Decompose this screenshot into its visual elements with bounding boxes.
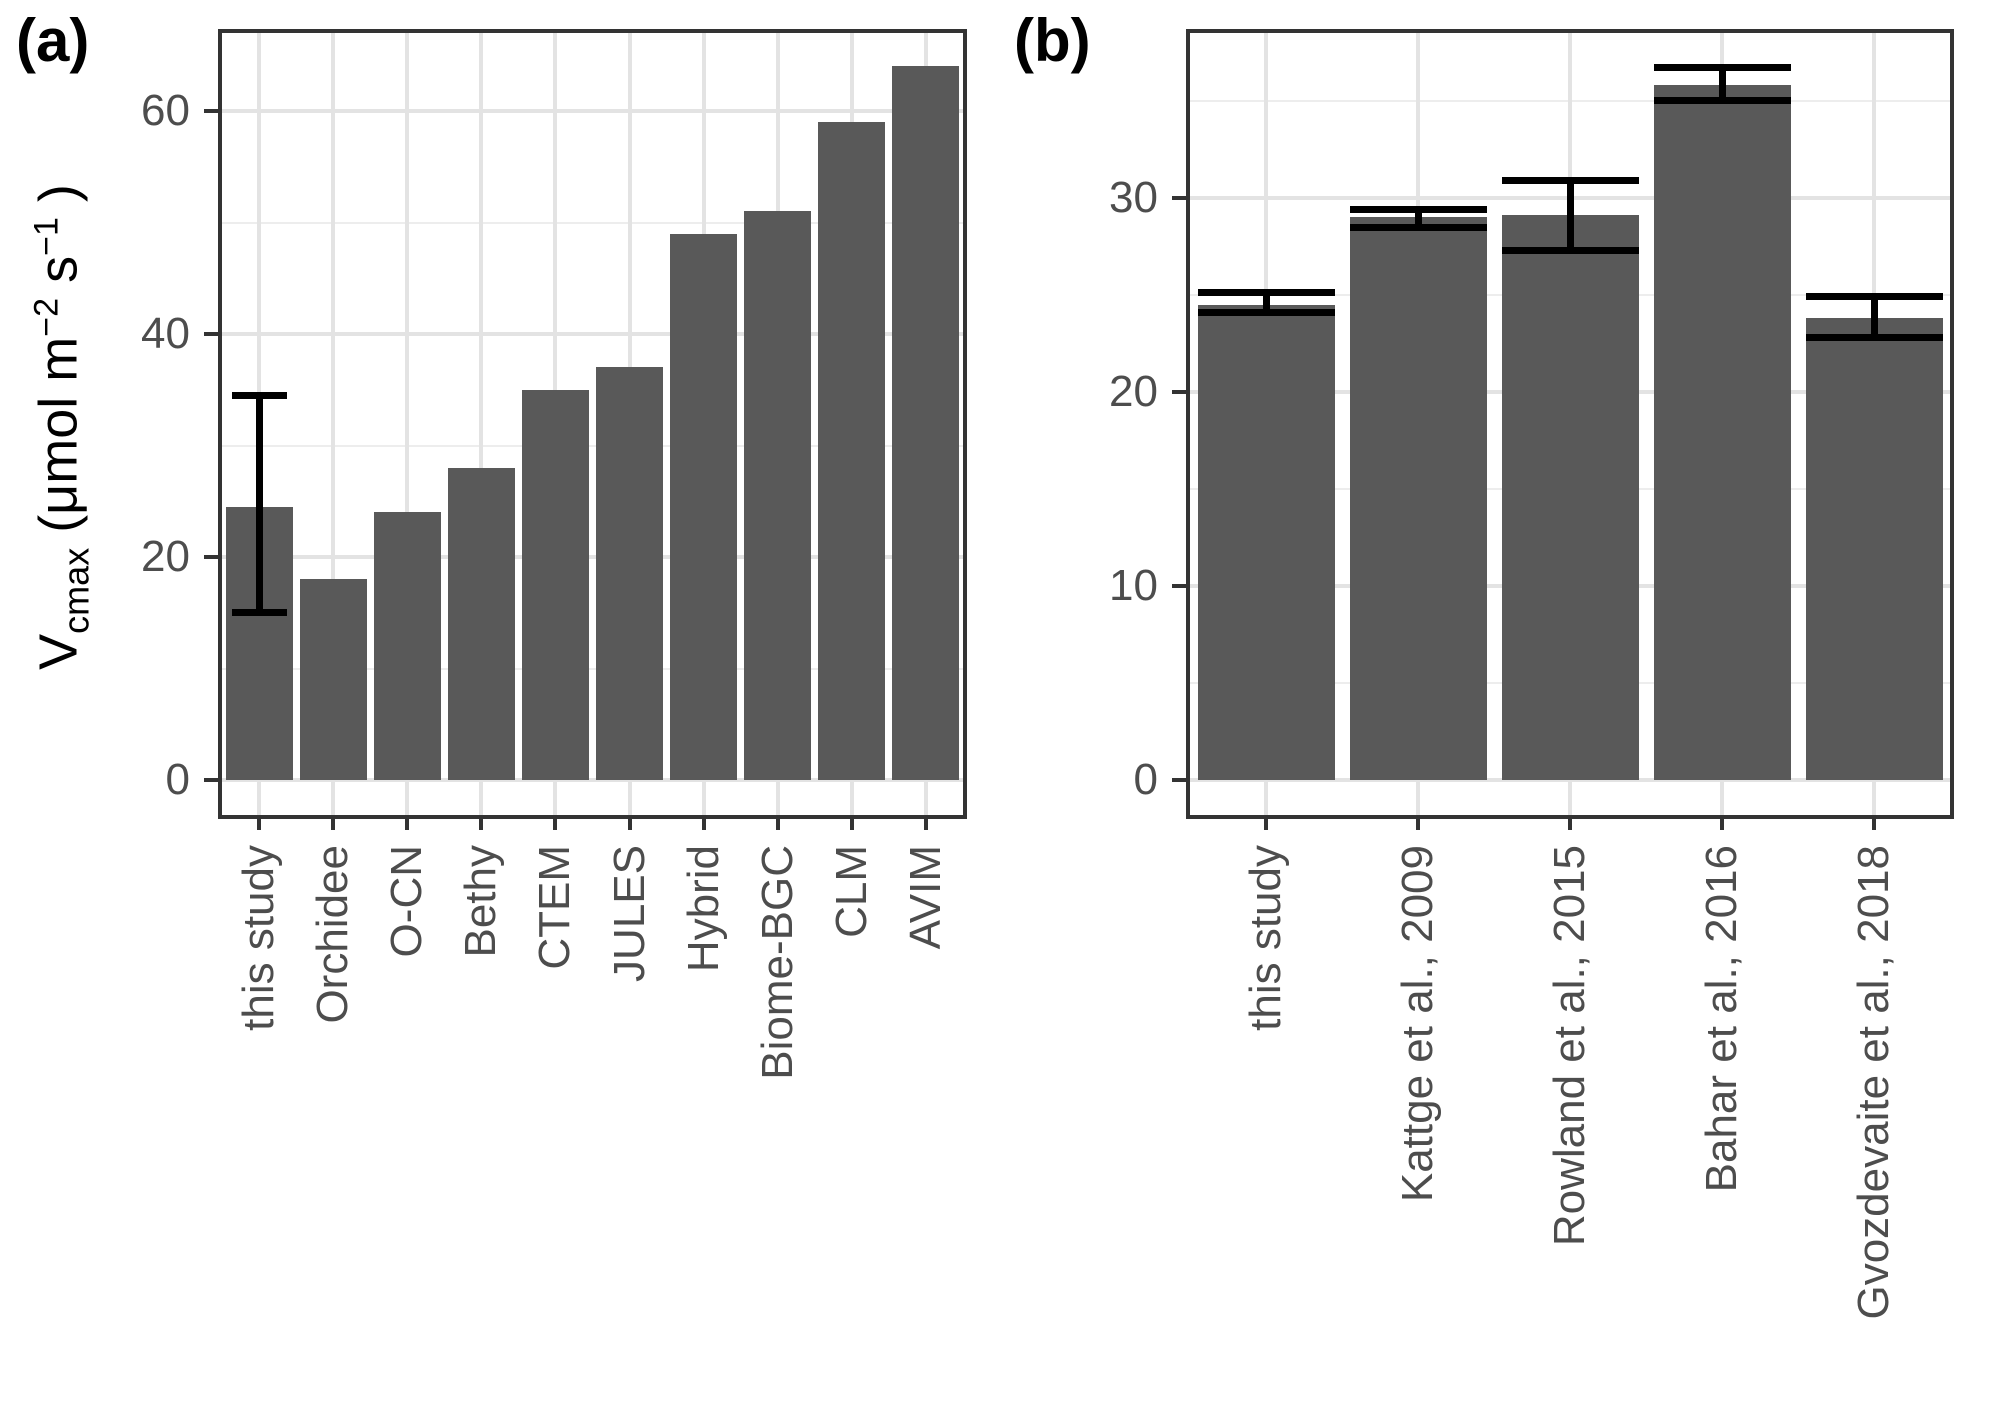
panel-a-plot-area: [218, 29, 967, 819]
x-tick-label-hybrid: Hybrid: [678, 845, 728, 973]
y-axis-title-units-mid: s: [28, 255, 89, 298]
x-tick-label-this-study: this study: [234, 845, 284, 1031]
y-axis-title-superscript-2: −1: [27, 217, 66, 256]
y-tick-a-60: [204, 109, 218, 114]
error-bar-cap-bottom-rowland-et-al-2015: [1501, 246, 1639, 254]
x-tick-b-rowland-et-al-2015: [1568, 815, 1572, 830]
x-tick-b-bahar-et-al-2016: [1720, 815, 1724, 830]
gridline-minor-y-30: [222, 444, 963, 447]
x-tick-a-this-study: [257, 815, 262, 830]
x-tick-a-clm: [849, 815, 854, 830]
bar-avim: [892, 66, 960, 780]
x-tick-label-jules: JULES: [604, 845, 654, 982]
error-bar-cap-bottom-this-study: [231, 609, 287, 617]
panel-tag-a: (a): [16, 7, 90, 74]
error-bar-stem-this-study: [255, 395, 263, 613]
x-tick-a-bethy: [479, 815, 484, 830]
error-bar-stem-gvozdevaite-et-al-2018: [1870, 296, 1878, 338]
x-tick-label-biome-bgc: Biome-BGC: [752, 845, 802, 1080]
y-tick-label-a-60: 60: [141, 86, 190, 136]
x-tick-label-bahar-et-al-2016: Bahar et al., 2016: [1697, 845, 1746, 1193]
y-tick-a-20: [204, 555, 218, 559]
error-bar-cap-top-rowland-et-al-2015: [1501, 176, 1639, 184]
x-tick-a-avim: [923, 815, 928, 830]
bar-bethy: [447, 467, 515, 780]
bar-clm: [818, 122, 886, 780]
gridline-major-x-o-cn: [405, 33, 410, 815]
y-tick-label-b-20: 20: [1109, 366, 1158, 416]
panel-b-plot-area: [1186, 29, 1954, 819]
error-bar-cap-bottom-bahar-et-al-2016: [1653, 97, 1791, 105]
y-tick-label-a-0: 0: [165, 755, 190, 804]
x-tick-label-avim: AVIM: [900, 845, 950, 950]
y-tick-label-a-40: 40: [141, 309, 190, 359]
gridline-major-y-0: [222, 778, 963, 782]
y-axis-title: Vcmax (μmol m−2 s−1 ): [27, 184, 97, 670]
x-tick-a-biome-bgc: [775, 815, 780, 830]
y-tick-b-20: [1172, 389, 1186, 394]
error-bar-cap-bottom-this-study: [1197, 308, 1335, 316]
x-tick-label-this-study: this study: [1241, 845, 1290, 1031]
error-bar-stem-bahar-et-al-2016: [1718, 67, 1726, 101]
x-tick-label-rowland-et-al-2015: Rowland et al., 2015: [1545, 845, 1594, 1247]
gridline-major-y-40: [222, 332, 963, 337]
x-tick-b-kattge-et-al-2009: [1416, 815, 1420, 830]
x-tick-a-ctem: [553, 815, 558, 830]
gridline-minor-y-10: [222, 667, 963, 670]
x-tick-a-orchidee: [331, 815, 336, 830]
y-axis-title-units-close: ): [28, 184, 89, 218]
bar-kattge-et-al-2009: [1349, 217, 1487, 780]
y-tick-label-a-20: 20: [141, 532, 190, 581]
y-tick-label-b-10: 10: [1109, 560, 1158, 610]
y-tick-b-30: [1172, 195, 1186, 200]
bar-rowland-et-al-2015: [1501, 215, 1639, 780]
y-tick-b-0: [1172, 778, 1186, 782]
gridline-minor-y-50: [222, 221, 963, 224]
bar-this-study: [1197, 304, 1335, 780]
error-bar-cap-bottom-gvozdevaite-et-al-2018: [1805, 334, 1943, 342]
x-tick-label-kattge-et-al-2009: Kattge et al., 2009: [1393, 845, 1442, 1203]
y-tick-label-b-0: 0: [1133, 755, 1158, 804]
bar-hybrid: [670, 233, 738, 780]
gridline-major-y-60: [222, 109, 963, 114]
error-bar-stem-rowland-et-al-2015: [1566, 180, 1574, 251]
x-tick-b-this-study: [1264, 815, 1268, 830]
error-bar-cap-top-this-study: [1197, 289, 1335, 297]
y-axis-title-main: V: [28, 633, 89, 670]
x-tick-b-gvozdevaite-et-al-2018: [1872, 815, 1876, 830]
error-bar-cap-top-bahar-et-al-2016: [1653, 64, 1791, 72]
error-bar-cap-bottom-kattge-et-al-2009: [1349, 223, 1487, 231]
error-bar-stem-kattge-et-al-2009: [1414, 209, 1422, 228]
bar-jules: [596, 367, 664, 780]
bar-orchidee: [299, 579, 367, 780]
bar-ctem: [521, 389, 589, 780]
gridline-major-y-20: [222, 555, 963, 559]
x-tick-label-orchidee: Orchidee: [308, 845, 358, 1024]
bar-gvozdevaite-et-al-2018: [1805, 318, 1943, 780]
y-tick-a-40: [204, 332, 218, 337]
error-bar-stem-this-study: [1262, 292, 1270, 313]
error-bar-cap-top-gvozdevaite-et-al-2018: [1805, 293, 1943, 301]
y-axis-title-units-open: (μmol m: [28, 336, 89, 548]
error-bar-cap-top-this-study: [231, 391, 287, 399]
panel-tag-b: (b): [1014, 7, 1091, 74]
bar-o-cn: [373, 512, 441, 780]
y-tick-b-10: [1172, 583, 1186, 588]
bar-biome-bgc: [744, 211, 812, 780]
gridline-major-x-bethy: [479, 33, 484, 815]
gridline-major-x-orchidee: [331, 33, 336, 815]
x-tick-label-ctem: CTEM: [530, 845, 580, 970]
x-tick-label-clm: CLM: [826, 845, 876, 938]
error-bar-cap-top-kattge-et-al-2009: [1349, 206, 1487, 214]
y-tick-a-0: [204, 778, 218, 782]
x-tick-a-o-cn: [405, 815, 410, 830]
x-tick-a-hybrid: [701, 815, 706, 830]
x-tick-a-jules: [627, 815, 632, 830]
x-tick-label-gvozdevaite-et-al-2018: Gvozdevaite et al., 2018: [1849, 845, 1898, 1320]
x-tick-label-bethy: Bethy: [456, 845, 506, 958]
bar-bahar-et-al-2016: [1653, 85, 1791, 780]
x-tick-label-o-cn: O-CN: [382, 845, 432, 958]
y-tick-label-b-30: 30: [1109, 172, 1158, 222]
